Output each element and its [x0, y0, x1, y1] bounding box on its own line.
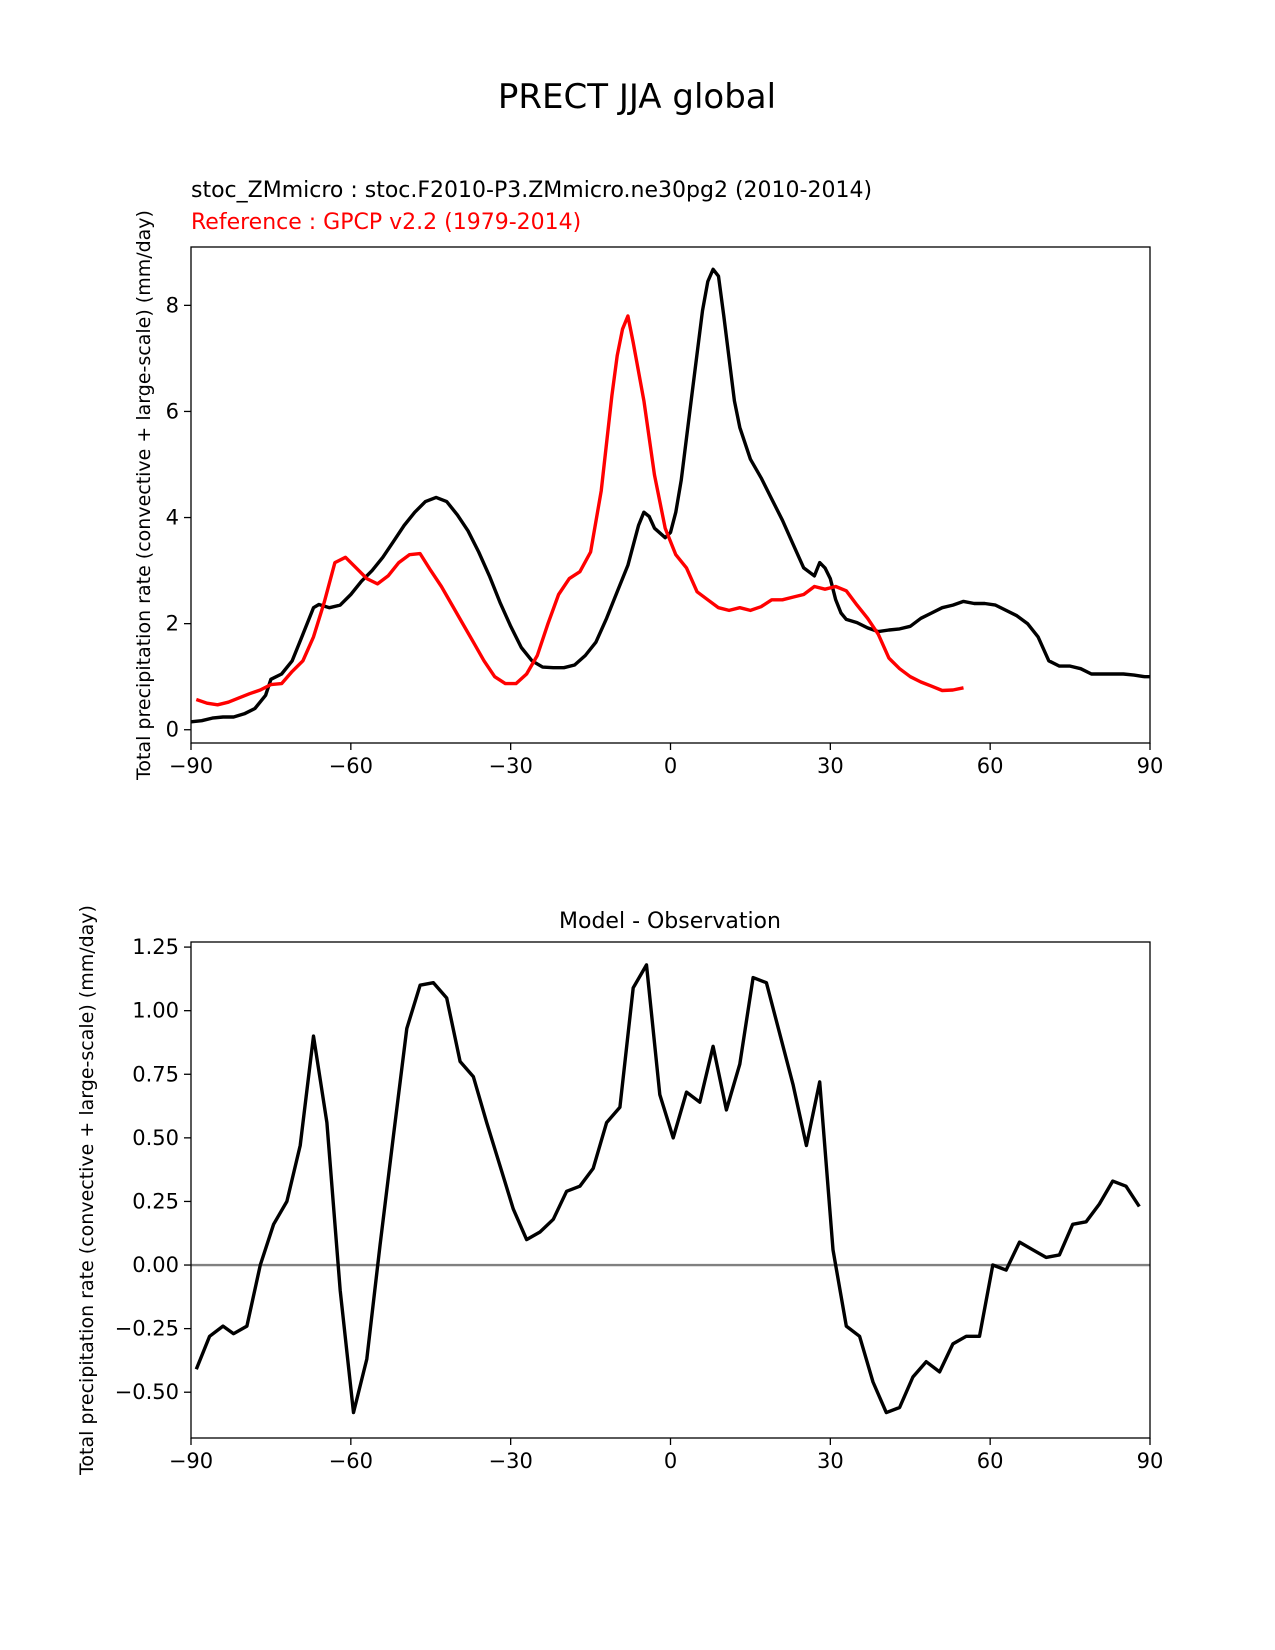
bottom-y-tick-label: 0.00 [132, 1253, 179, 1277]
bottom-x-tick-label: −60 [329, 1449, 373, 1473]
top-y-tick-label: 2 [166, 612, 179, 636]
bottom-plot-frame [190, 941, 1151, 1439]
top-plot-frame [190, 246, 1151, 744]
top-y-tick-label: 0 [166, 718, 179, 742]
top-panel: stoc_ZMmicro : stoc.F2010-P3.ZMmicro.ne3… [133, 178, 1163, 781]
bottom-x-tick-label: 30 [817, 1449, 844, 1473]
bottom-y-tick-label: 0.50 [132, 1126, 179, 1150]
bottom-y-tick-label: 0.25 [132, 1189, 179, 1213]
bottom-x-tick-label: −30 [489, 1449, 533, 1473]
figure-suptitle: PRECT JJA global [498, 77, 776, 117]
bottom-y-axis-label: Total precipitation rate (convective + l… [76, 905, 98, 1476]
bottom-y-tick-label: −0.50 [115, 1380, 179, 1404]
bottom-y-axis-ticks: −0.50 −0.25 0.00 0.25 0.50 0.75 1.00 1.25 [115, 935, 191, 1404]
top-x-tick-label: −90 [169, 754, 213, 778]
top-y-axis-label: Total precipitation rate (convective + l… [133, 210, 155, 781]
top-panel-model-title: stoc_ZMmicro : stoc.F2010-P3.ZMmicro.ne3… [191, 178, 872, 203]
bottom-y-tick-label: −0.25 [115, 1317, 179, 1341]
top-x-tick-label: −60 [329, 754, 373, 778]
bottom-panel: Model - Observation −90 −60 −30 0 30 60 90 −0.… [76, 905, 1163, 1476]
top-series-line-1 [195, 314, 964, 707]
bottom-x-tick-label: −90 [169, 1449, 213, 1473]
top-x-axis-ticks: −90 −60 −30 0 30 60 90 [169, 743, 1164, 778]
bottom-x-axis-ticks: −90 −60 −30 0 30 60 90 [169, 1438, 1164, 1473]
bottom-x-tick-label: 0 [664, 1449, 677, 1473]
bottom-series-group [194, 963, 1141, 1415]
top-x-tick-label: 0 [664, 754, 677, 778]
bottom-panel-title: Model - Observation [559, 909, 781, 934]
bottom-y-tick-label: 1.00 [132, 999, 179, 1023]
top-y-tick-label: 4 [166, 506, 179, 530]
top-series-group [190, 267, 1150, 724]
top-x-tick-label: 30 [817, 754, 844, 778]
top-y-tick-label: 8 [166, 293, 179, 317]
bottom-x-tick-label: 90 [1137, 1449, 1164, 1473]
top-y-tick-label: 6 [166, 399, 179, 423]
top-panel-reference-title: Reference : GPCP v2.2 (1979-2014) [191, 210, 581, 235]
bottom-series-line-0 [194, 963, 1141, 1415]
top-x-tick-label: 60 [977, 754, 1004, 778]
top-x-tick-label: −30 [489, 754, 533, 778]
bottom-x-tick-label: 60 [977, 1449, 1004, 1473]
top-x-tick-label: 90 [1137, 754, 1164, 778]
top-y-axis-ticks: 0 2 4 6 8 [166, 293, 191, 742]
bottom-y-tick-label: 0.75 [132, 1062, 179, 1086]
bottom-y-tick-label: 1.25 [132, 935, 179, 959]
top-series-line-0 [190, 267, 1150, 724]
